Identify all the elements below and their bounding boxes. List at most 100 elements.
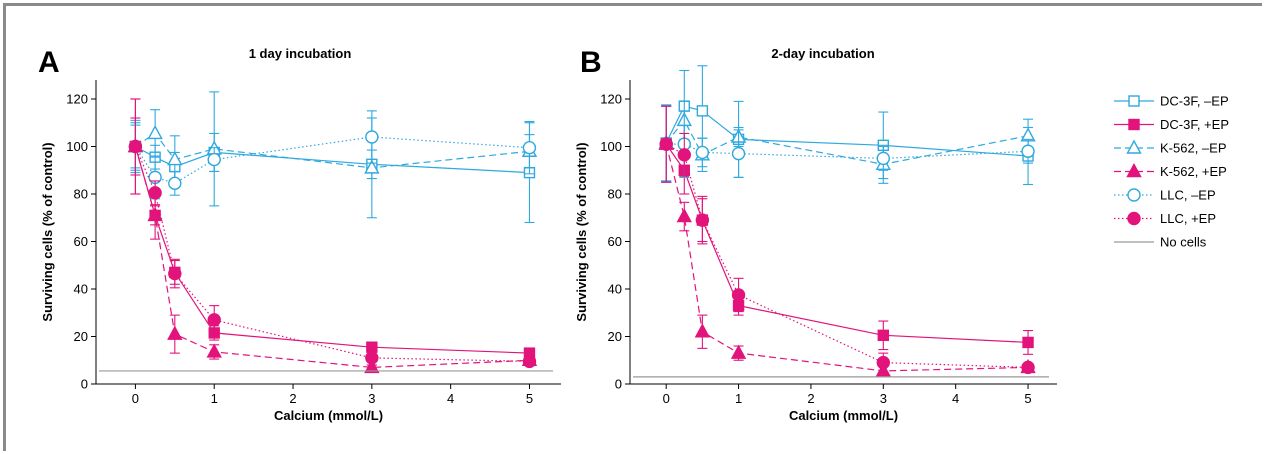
legend-marker xyxy=(1128,118,1140,131)
x-tick-label: 4 xyxy=(952,391,959,406)
data-point xyxy=(694,323,711,338)
series-5 xyxy=(128,98,537,369)
legend-marker xyxy=(1127,188,1141,202)
legend-item: No cells xyxy=(1114,235,1207,250)
y-axis-label: Surviving cells (% of control) xyxy=(574,142,589,321)
data-point xyxy=(207,152,221,167)
data-point xyxy=(365,130,379,144)
chart-title: 2-day incubation xyxy=(771,46,874,61)
legend-label: LLC, +EP xyxy=(1160,211,1216,226)
panel-letter: B xyxy=(580,46,602,79)
y-tick-label: 40 xyxy=(74,282,88,297)
x-tick-label: 0 xyxy=(663,391,670,406)
x-tick-label: 2 xyxy=(807,391,814,406)
series-line xyxy=(134,146,530,369)
y-tick-label: 0 xyxy=(615,377,622,392)
x-tick-label: 5 xyxy=(526,391,533,406)
y-tick-label: 60 xyxy=(608,234,622,249)
y-tick-label: 40 xyxy=(608,282,622,297)
data-point xyxy=(168,266,182,281)
data-point xyxy=(876,355,891,370)
data-point xyxy=(1021,144,1035,158)
x-tick-label: 4 xyxy=(447,391,454,406)
legend-item: K-562, –EP xyxy=(1114,139,1227,156)
y-tick-label: 80 xyxy=(74,187,88,202)
chart-title: 1 day incubation xyxy=(249,46,352,61)
y-tick-label: 100 xyxy=(66,139,88,154)
series-line xyxy=(665,105,1029,157)
legend-label: K-562, –EP xyxy=(1160,141,1227,156)
legend-item: LLC, –EP xyxy=(1114,188,1216,203)
chart-panel-a: A 1 day incubation 0 20 40 60 80 100 120 0 1 2 3 4 5 Ca… xyxy=(38,46,561,423)
y-tick-label: 120 xyxy=(600,92,622,107)
data-point xyxy=(364,358,380,374)
legend-label: DC-3F, +EP xyxy=(1160,117,1229,132)
x-tick-label: 3 xyxy=(880,391,887,406)
data-point xyxy=(167,325,183,340)
x-axis-label: Calcium (mmol/L) xyxy=(274,408,383,423)
legend-item: K-562, +EP xyxy=(1114,163,1227,179)
data-point xyxy=(128,139,143,154)
y-tick-label: 0 xyxy=(81,377,88,392)
data-point xyxy=(365,351,379,365)
data-point xyxy=(696,105,709,117)
legend-label: K-562, +EP xyxy=(1160,164,1227,179)
legend-item: LLC, +EP xyxy=(1114,211,1216,226)
x-tick-label: 2 xyxy=(289,391,296,406)
legend-item: DC-3F, –EP xyxy=(1114,94,1229,109)
data-point xyxy=(147,206,163,222)
y-axis-label: Surviving cells (% of control) xyxy=(40,142,55,321)
data-point xyxy=(167,151,183,166)
data-point xyxy=(731,146,746,161)
figure-frame xyxy=(3,3,1262,451)
legend-marker xyxy=(1127,211,1141,226)
y-tick-label: 80 xyxy=(608,187,622,202)
data-point xyxy=(731,288,746,302)
data-point xyxy=(522,140,537,155)
series-line xyxy=(134,136,530,184)
legend-item: DC-3F, +EP xyxy=(1114,117,1229,132)
x-axis-label: Calcium (mmol/L) xyxy=(789,408,898,423)
data-point xyxy=(206,343,222,358)
series-line xyxy=(665,143,1029,372)
data-point xyxy=(677,148,691,162)
chart-panel-b: B 2-day incubation 0 20 40 60 80 100 120 0 1 2 3 4 5 Ca… xyxy=(574,46,1057,423)
legend-label: LLC, –EP xyxy=(1160,188,1216,203)
data-point xyxy=(695,145,710,160)
data-point xyxy=(877,329,890,342)
data-point xyxy=(676,208,692,223)
data-point xyxy=(364,159,380,174)
x-tick-label: 1 xyxy=(735,391,742,406)
data-point xyxy=(207,313,221,327)
data-point xyxy=(148,186,162,200)
x-tick-label: 0 xyxy=(132,391,139,406)
x-tick-label: 3 xyxy=(368,391,375,406)
data-point xyxy=(1021,360,1035,375)
series-line xyxy=(666,143,1029,160)
panel-letter: A xyxy=(38,46,60,79)
series-5 xyxy=(659,105,1035,375)
y-tick-label: 120 xyxy=(66,92,88,107)
y-tick-label: 20 xyxy=(608,329,622,344)
legend-marker xyxy=(1126,163,1142,178)
data-point xyxy=(147,124,163,140)
data-point xyxy=(876,151,891,166)
y-tick-label: 100 xyxy=(600,139,622,154)
data-point xyxy=(168,176,182,191)
y-tick-label: 20 xyxy=(74,329,88,344)
x-tick-label: 5 xyxy=(1024,391,1031,406)
data-point xyxy=(659,137,673,151)
legend-marker xyxy=(1126,139,1142,154)
data-point xyxy=(730,344,747,359)
y-tick-label: 60 xyxy=(74,234,88,249)
legend-label: DC-3F, –EP xyxy=(1160,94,1229,109)
data-point xyxy=(1022,336,1034,349)
x-tick-label: 1 xyxy=(211,391,218,406)
legend-label: No cells xyxy=(1160,235,1207,250)
legend: DC-3F, –EP DC-3F, +EP K-562, –EP K-562, +EP… xyxy=(1114,94,1229,250)
legend-marker xyxy=(1128,95,1140,107)
data-point xyxy=(695,213,710,227)
data-point xyxy=(522,354,537,369)
